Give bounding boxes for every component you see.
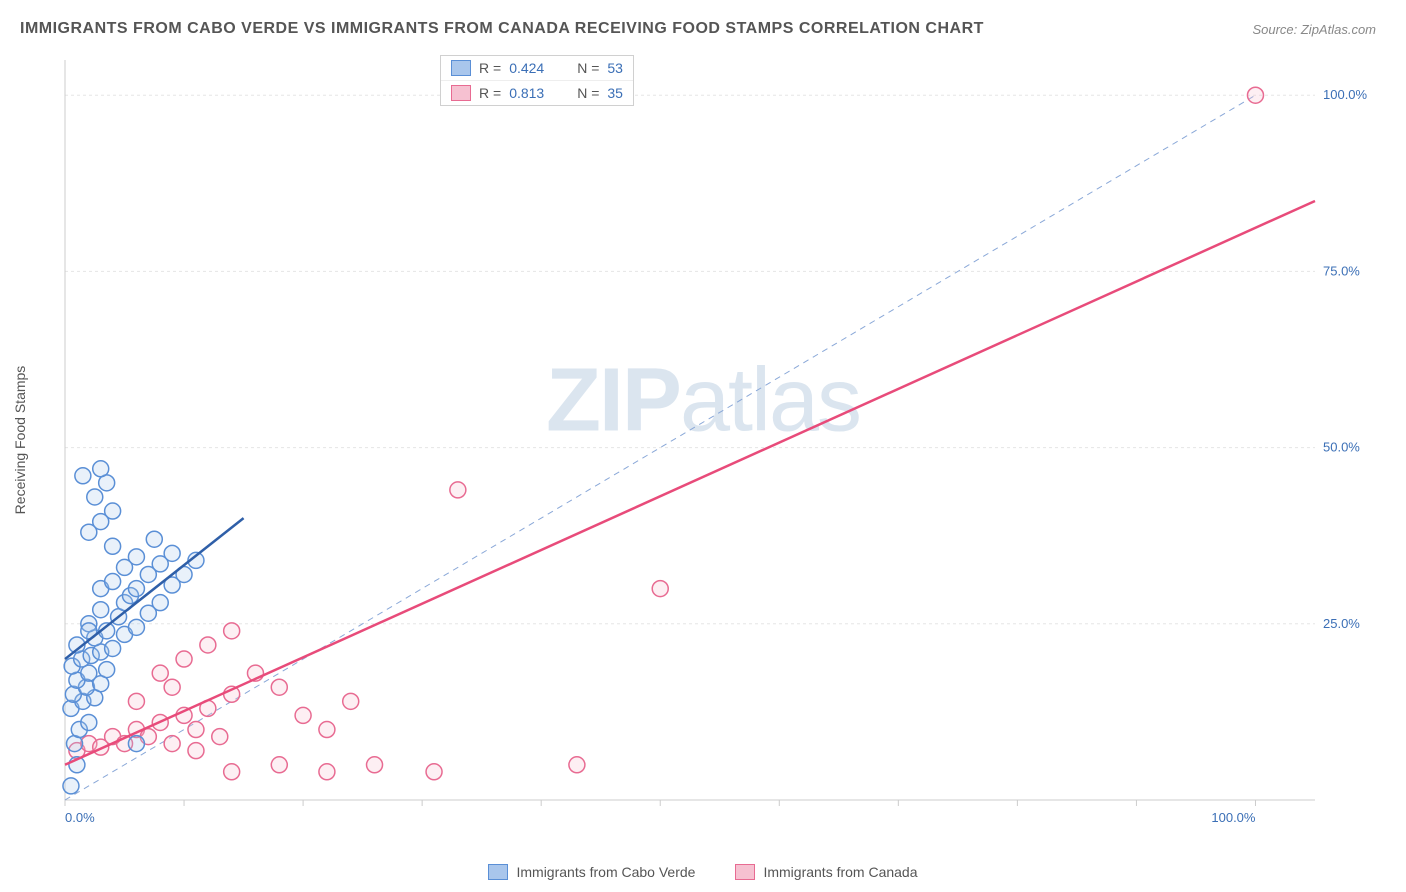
n-value-cabo-verde: 53 bbox=[607, 60, 623, 76]
swatch-canada-icon bbox=[735, 864, 755, 880]
chart-title: IMMIGRANTS FROM CABO VERDE VS IMMIGRANTS… bbox=[20, 20, 984, 38]
swatch-cabo-verde bbox=[451, 60, 471, 76]
swatch-cabo-verde-icon bbox=[488, 864, 508, 880]
legend-item-canada: Immigrants from Canada bbox=[735, 864, 917, 880]
scatter-plot: 25.0% 50.0% 75.0% 100.0% 0.0% 100.0% bbox=[55, 50, 1375, 840]
swatch-canada bbox=[451, 85, 471, 101]
r-label: R = bbox=[479, 60, 501, 76]
r-label: R = bbox=[479, 85, 501, 101]
svg-text:75.0%: 75.0% bbox=[1323, 263, 1360, 278]
n-label: N = bbox=[577, 60, 599, 76]
svg-text:25.0%: 25.0% bbox=[1323, 616, 1360, 631]
y-axis-label: Receiving Food Stamps bbox=[12, 366, 28, 515]
legend-label-cabo-verde: Immigrants from Cabo Verde bbox=[516, 864, 695, 880]
series-legend: Immigrants from Cabo Verde Immigrants fr… bbox=[0, 864, 1406, 880]
source-label: Source: ZipAtlas.com bbox=[1252, 22, 1376, 37]
svg-text:100.0%: 100.0% bbox=[1211, 810, 1256, 825]
legend-row-cabo-verde: R = 0.424 N = 53 bbox=[441, 56, 633, 80]
n-value-canada: 35 bbox=[607, 85, 623, 101]
r-value-cabo-verde: 0.424 bbox=[509, 60, 557, 76]
n-label: N = bbox=[577, 85, 599, 101]
legend-row-canada: R = 0.813 N = 35 bbox=[441, 80, 633, 105]
correlation-legend: R = 0.424 N = 53 R = 0.813 N = 35 bbox=[440, 55, 634, 106]
svg-text:100.0%: 100.0% bbox=[1323, 87, 1368, 102]
svg-text:50.0%: 50.0% bbox=[1323, 440, 1360, 455]
legend-item-cabo-verde: Immigrants from Cabo Verde bbox=[488, 864, 695, 880]
legend-label-canada: Immigrants from Canada bbox=[763, 864, 917, 880]
r-value-canada: 0.813 bbox=[509, 85, 557, 101]
svg-text:0.0%: 0.0% bbox=[65, 810, 95, 825]
